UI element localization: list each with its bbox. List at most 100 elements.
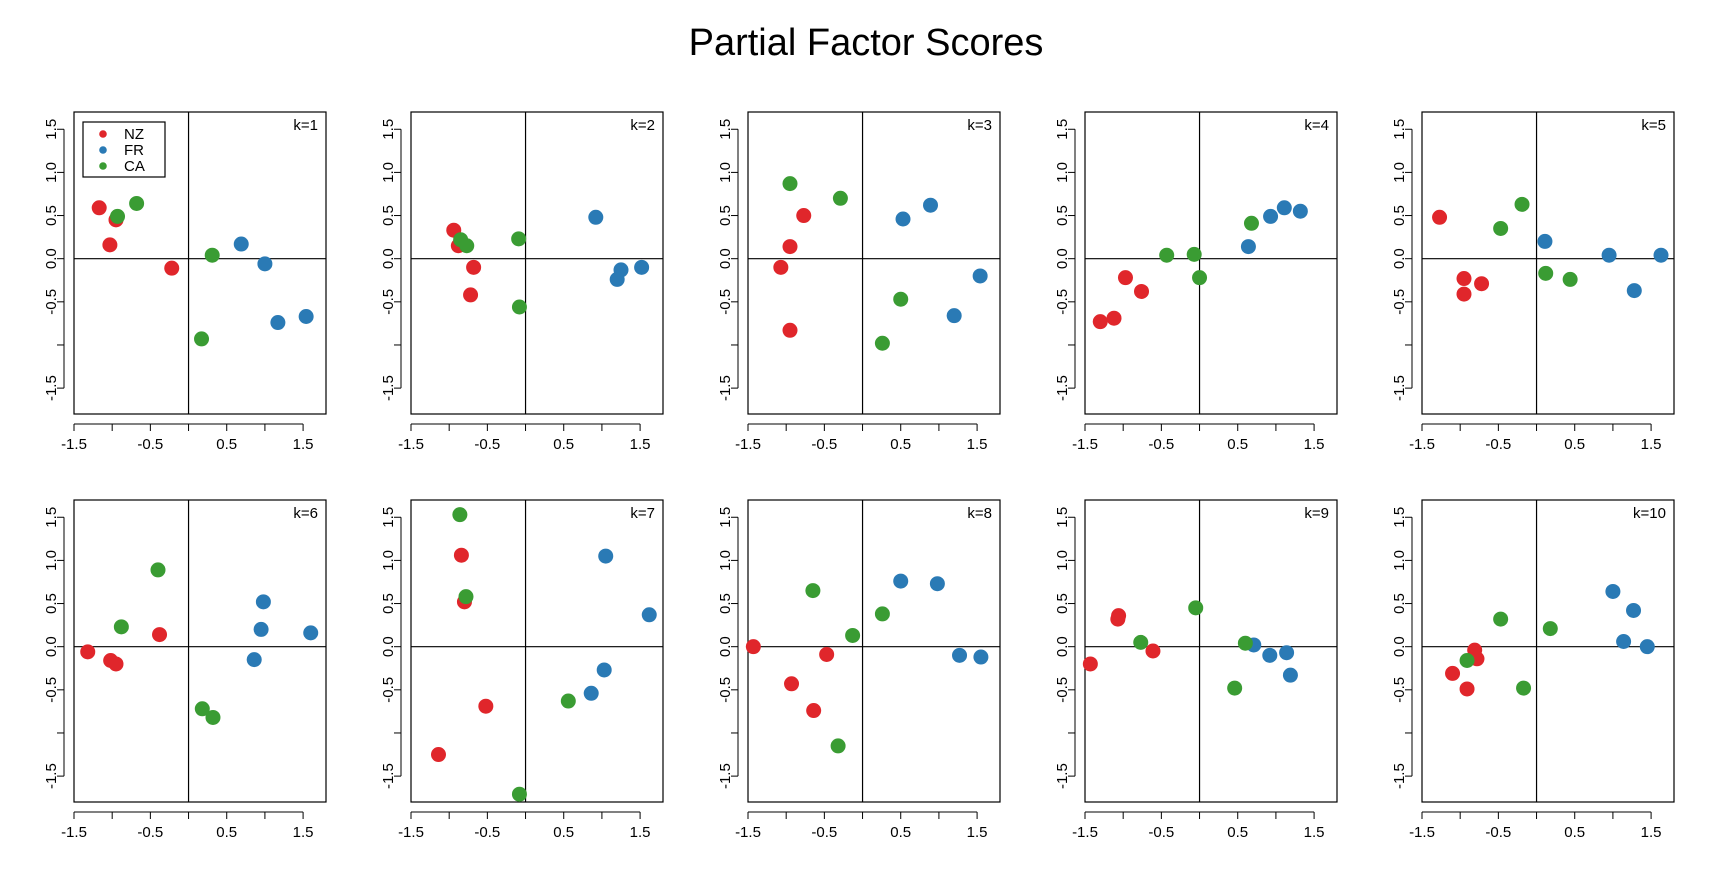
y-tick-label: 1.0 — [43, 162, 60, 183]
data-point-nz — [453, 547, 469, 563]
x-tick-label: 1.5 — [1641, 436, 1662, 453]
data-point-nz — [1106, 310, 1122, 326]
x-tick-label: -1.5 — [735, 824, 761, 841]
data-point-nz — [80, 644, 96, 660]
x-tick-label: 0.5 — [216, 436, 237, 453]
legend-label-fr: FR — [124, 142, 144, 159]
panel-k-7: -1.5 -0.5 0.5 1.5 -1.5 -0.5 0.0 0.5 1.0 1.5 k=7 — [380, 499, 664, 841]
data-point-ca — [205, 709, 221, 725]
y-tick-label: 1.0 — [380, 550, 397, 571]
data-point-fr — [588, 209, 604, 225]
y-tick-label: -0.5 — [1054, 289, 1071, 315]
data-point-fr — [895, 211, 911, 227]
data-point-fr — [1616, 634, 1632, 650]
data-point-ca — [1493, 220, 1509, 236]
y-tick-label: 0.0 — [43, 636, 60, 657]
y-tick-label: -1.5 — [380, 763, 397, 789]
data-point-fr — [255, 594, 271, 610]
data-point-ca — [830, 738, 846, 754]
y-tick-label: -0.5 — [43, 289, 60, 315]
data-point-nz — [478, 698, 494, 714]
legend-box — [82, 121, 166, 178]
data-point-nz — [1117, 270, 1133, 286]
data-point-fr — [1626, 283, 1642, 299]
panel-label: k=1 — [293, 117, 318, 134]
y-tick-label: 1.5 — [43, 119, 60, 140]
data-point-ca — [129, 195, 145, 211]
x-tick-label: 0.5 — [1227, 824, 1248, 841]
data-point-fr — [1263, 208, 1279, 224]
data-point-fr — [1653, 247, 1669, 263]
y-tick-label: -0.5 — [717, 289, 734, 315]
data-point-fr — [952, 647, 968, 663]
data-point-fr — [923, 197, 939, 213]
x-tick-label: 0.5 — [1564, 824, 1585, 841]
x-tick-label: -1.5 — [735, 436, 761, 453]
data-point-ca — [1188, 600, 1204, 616]
data-point-fr — [1276, 200, 1292, 216]
data-point-ca — [1186, 246, 1202, 262]
y-tick-label: -1.5 — [43, 375, 60, 401]
y-tick-label: 0.5 — [717, 593, 734, 614]
y-tick-label: 1.5 — [43, 507, 60, 528]
plot-frame — [1421, 499, 1675, 803]
data-point-ca — [832, 190, 848, 206]
y-tick-label: -0.5 — [380, 289, 397, 315]
x-tick-label: -0.5 — [137, 436, 163, 453]
panel-k-8: -1.5 -0.5 0.5 1.5 -1.5 -0.5 0.0 0.5 1.0 1.5 k=8 — [717, 499, 1001, 841]
y-tick-label: 0.5 — [43, 205, 60, 226]
data-point-nz — [1110, 611, 1126, 627]
data-point-ca — [1159, 247, 1175, 263]
data-point-ca — [511, 299, 527, 315]
x-tick-label: -1.5 — [398, 824, 424, 841]
y-tick-label: -1.5 — [1391, 375, 1408, 401]
panel-label: k=5 — [1641, 117, 1666, 134]
x-tick-label: 0.5 — [890, 436, 911, 453]
panel-label: k=4 — [1304, 117, 1329, 134]
data-point-ca — [458, 589, 474, 605]
x-tick-label: -0.5 — [1148, 824, 1174, 841]
data-point-ca — [204, 247, 220, 263]
y-tick-label: 0.5 — [1054, 205, 1071, 226]
y-tick-label: -0.5 — [43, 677, 60, 703]
data-point-nz — [1432, 209, 1448, 225]
y-tick-label: 1.0 — [380, 162, 397, 183]
data-point-fr — [1292, 203, 1308, 219]
y-tick-label: -0.5 — [1391, 289, 1408, 315]
data-point-nz — [1456, 286, 1472, 302]
data-point-ca — [511, 786, 527, 802]
panel-k-10: -1.5 -0.5 0.5 1.5 -1.5 -0.5 0.0 0.5 1.0 1.5 k=10 — [1391, 499, 1675, 841]
data-point-fr — [598, 548, 614, 564]
y-tick-label: -1.5 — [43, 763, 60, 789]
x-tick-label: 1.5 — [630, 824, 651, 841]
data-point-ca — [194, 331, 210, 347]
data-point-nz — [745, 639, 761, 655]
data-point-fr — [583, 685, 599, 701]
panel-k-4: -1.5 -0.5 0.5 1.5 -1.5 -0.5 0.0 0.5 1.0 1.5 k=4 — [1054, 111, 1338, 453]
legend-label-nz: NZ — [124, 126, 144, 143]
y-tick-label: 0.0 — [717, 248, 734, 269]
data-point-ca — [560, 693, 576, 709]
data-point-ca — [1192, 270, 1208, 286]
data-point-fr — [253, 621, 269, 637]
data-point-nz — [164, 260, 180, 276]
data-point-nz — [773, 259, 789, 275]
panel-k-9: -1.5 -0.5 0.5 1.5 -1.5 -0.5 0.0 0.5 1.0 1.5 k=9 — [1054, 499, 1338, 841]
panel-label: k=8 — [967, 505, 992, 522]
data-point-fr — [596, 662, 612, 678]
data-point-ca — [1542, 621, 1558, 637]
x-tick-label: -0.5 — [474, 436, 500, 453]
plot-frame — [410, 111, 664, 415]
data-point-nz — [108, 656, 124, 672]
data-point-fr — [1537, 233, 1553, 249]
y-tick-label: -0.5 — [1054, 677, 1071, 703]
x-tick-label: -0.5 — [1148, 436, 1174, 453]
data-point-fr — [233, 236, 249, 252]
y-tick-label: 0.5 — [380, 593, 397, 614]
y-tick-label: 1.5 — [717, 119, 734, 140]
y-tick-label: -0.5 — [1391, 677, 1408, 703]
x-tick-label: -0.5 — [811, 824, 837, 841]
panel-label: k=7 — [630, 505, 655, 522]
data-point-ca — [459, 238, 475, 254]
